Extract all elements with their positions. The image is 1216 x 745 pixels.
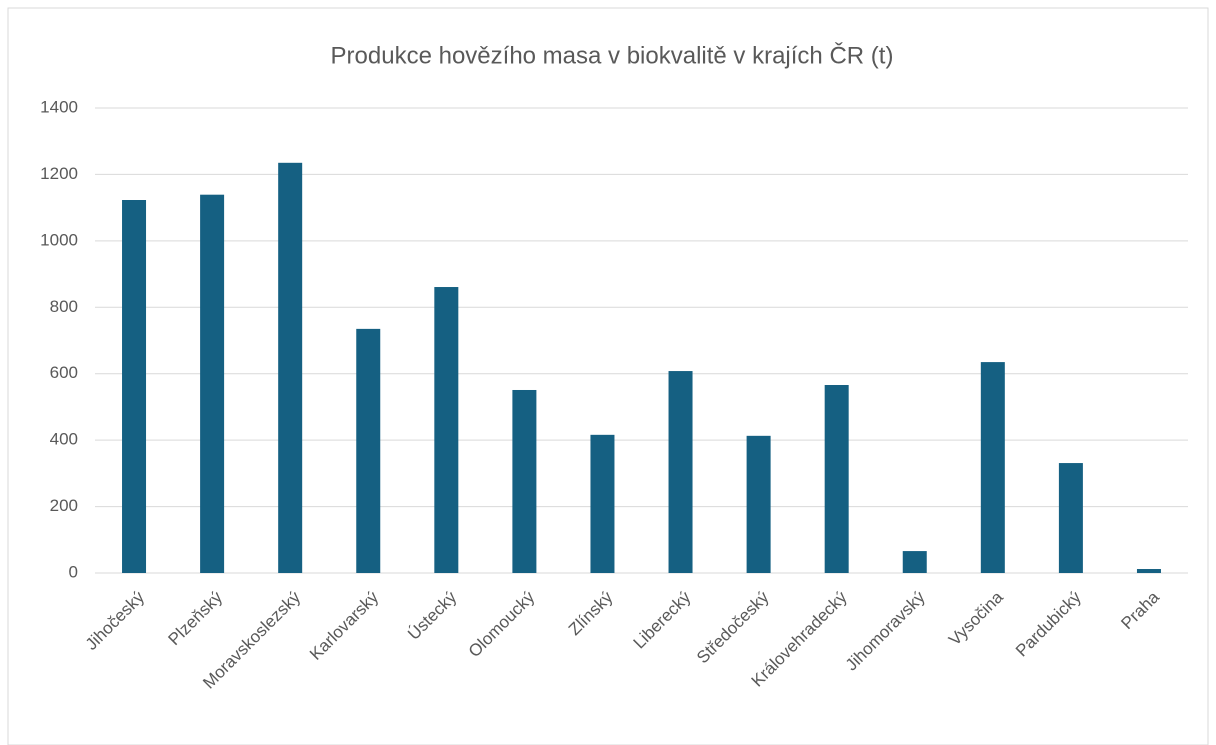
y-tick-label: 200: [50, 496, 78, 515]
bar: [1058, 463, 1083, 573]
bar: [278, 162, 303, 573]
y-tick-label: 400: [50, 430, 78, 449]
y-tick-label: 1200: [40, 164, 78, 183]
y-tick-label: 1000: [40, 230, 78, 249]
bar: [902, 551, 927, 573]
bar: [746, 435, 771, 573]
y-tick-label: 800: [50, 297, 78, 316]
bar: [590, 434, 615, 573]
bar: [512, 389, 537, 573]
bar: [1136, 569, 1161, 573]
bar: [200, 194, 225, 574]
bar: [122, 200, 147, 573]
bar: [824, 385, 849, 573]
y-tick-label: 0: [69, 562, 78, 581]
y-tick-label: 600: [50, 363, 78, 382]
bar: [356, 328, 381, 573]
bar: [434, 287, 459, 573]
chart-title: Produkce hovězího masa v biokvalitě v kr…: [331, 41, 894, 69]
y-tick-label: 1400: [40, 97, 78, 116]
bar: [980, 362, 1005, 573]
bar: [668, 371, 693, 573]
